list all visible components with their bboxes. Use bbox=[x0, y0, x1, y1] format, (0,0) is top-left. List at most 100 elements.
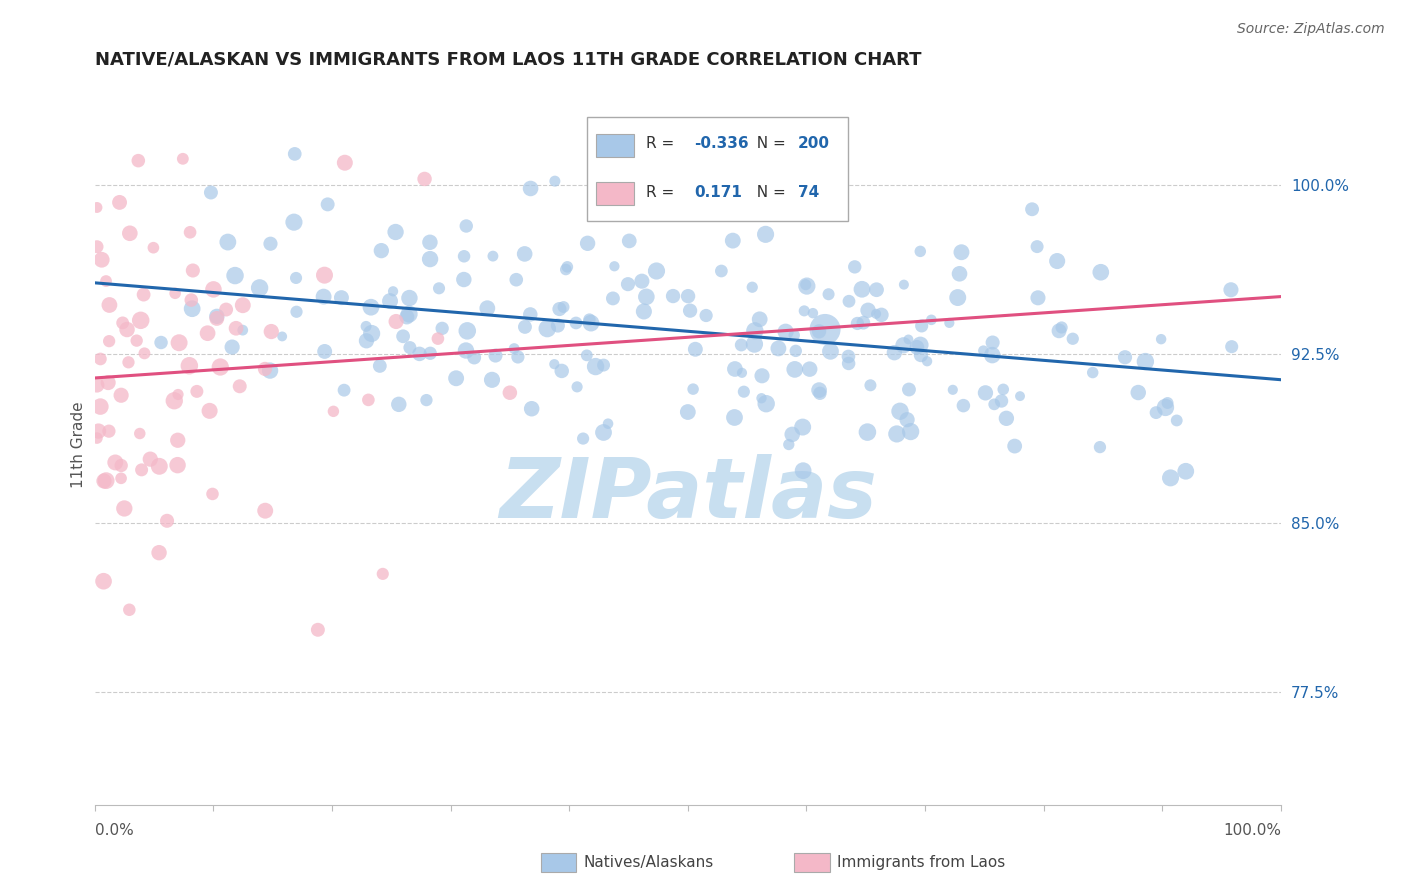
Point bbox=[981, 348, 1004, 362]
Point bbox=[889, 404, 911, 418]
Point bbox=[851, 282, 873, 296]
Point bbox=[399, 341, 422, 355]
Point bbox=[1220, 340, 1243, 354]
Point bbox=[506, 350, 529, 364]
Point bbox=[808, 324, 831, 338]
Point bbox=[93, 474, 115, 488]
Point bbox=[110, 471, 132, 485]
Point bbox=[284, 147, 307, 161]
Point bbox=[519, 181, 541, 195]
Point bbox=[205, 311, 228, 326]
Point bbox=[948, 267, 970, 281]
Point bbox=[645, 264, 668, 278]
Point bbox=[730, 338, 752, 352]
Point bbox=[316, 197, 339, 211]
Point bbox=[856, 303, 879, 318]
Point bbox=[1021, 202, 1043, 217]
Point bbox=[808, 386, 831, 401]
Point bbox=[575, 348, 598, 362]
Point bbox=[547, 318, 569, 333]
Point bbox=[1046, 254, 1069, 268]
Point bbox=[201, 487, 224, 501]
Point bbox=[132, 287, 155, 301]
Point bbox=[104, 455, 127, 469]
Point bbox=[679, 303, 702, 318]
Point bbox=[886, 426, 908, 441]
Point bbox=[1050, 320, 1073, 334]
Point bbox=[125, 334, 148, 348]
Point bbox=[209, 359, 232, 374]
Point bbox=[413, 172, 436, 186]
Point bbox=[98, 298, 121, 312]
Point bbox=[748, 312, 770, 326]
Point bbox=[503, 342, 526, 356]
Point bbox=[1004, 439, 1026, 453]
Point bbox=[271, 329, 294, 343]
Point bbox=[900, 425, 922, 439]
Point bbox=[259, 236, 281, 251]
Point bbox=[733, 384, 755, 399]
Point bbox=[90, 252, 112, 267]
Point bbox=[93, 574, 115, 589]
Point bbox=[520, 401, 543, 416]
Point bbox=[419, 346, 441, 360]
Point bbox=[482, 249, 505, 263]
Point bbox=[430, 321, 453, 335]
Point bbox=[453, 272, 475, 286]
Point bbox=[360, 300, 382, 314]
Text: ZIPatlas: ZIPatlas bbox=[499, 454, 877, 535]
Point bbox=[844, 260, 866, 274]
Point bbox=[603, 260, 626, 274]
Point bbox=[215, 302, 238, 317]
Point bbox=[865, 283, 887, 297]
Point bbox=[314, 268, 336, 282]
Point bbox=[118, 603, 141, 617]
Point bbox=[846, 317, 869, 331]
Point bbox=[86, 431, 108, 445]
Point bbox=[859, 378, 882, 392]
Point bbox=[1088, 440, 1111, 454]
Text: N =: N = bbox=[747, 185, 790, 200]
Point bbox=[897, 383, 920, 397]
Point bbox=[197, 326, 219, 341]
Point bbox=[118, 227, 141, 241]
Point bbox=[110, 388, 132, 402]
Text: R =: R = bbox=[647, 185, 679, 200]
Point bbox=[721, 234, 744, 248]
Point bbox=[388, 397, 411, 411]
Point bbox=[723, 410, 745, 425]
Text: N =: N = bbox=[747, 136, 790, 152]
Point bbox=[260, 325, 283, 339]
Point bbox=[778, 437, 800, 451]
Point bbox=[148, 459, 170, 474]
Point bbox=[444, 371, 467, 385]
Point bbox=[724, 362, 747, 376]
Point bbox=[856, 425, 879, 439]
Point bbox=[576, 236, 599, 251]
Point bbox=[910, 244, 932, 259]
Point bbox=[585, 359, 607, 374]
Point bbox=[117, 355, 139, 369]
Point bbox=[837, 350, 859, 364]
Point bbox=[794, 277, 817, 292]
Point bbox=[463, 351, 485, 365]
Point bbox=[780, 427, 803, 442]
Point bbox=[543, 357, 565, 371]
FancyBboxPatch shape bbox=[596, 182, 634, 205]
Point bbox=[838, 294, 860, 309]
Point bbox=[1174, 464, 1197, 478]
Point bbox=[513, 319, 536, 334]
Point bbox=[217, 235, 239, 249]
Point bbox=[785, 343, 807, 358]
Point bbox=[676, 289, 699, 303]
Point bbox=[165, 286, 187, 301]
Point bbox=[896, 412, 918, 426]
Text: 0.171: 0.171 bbox=[693, 185, 741, 200]
Point bbox=[505, 273, 527, 287]
Point bbox=[167, 335, 190, 350]
Point bbox=[108, 195, 131, 210]
Point bbox=[283, 215, 305, 229]
Point bbox=[817, 287, 839, 301]
Point bbox=[371, 566, 394, 581]
Point bbox=[1135, 354, 1157, 368]
